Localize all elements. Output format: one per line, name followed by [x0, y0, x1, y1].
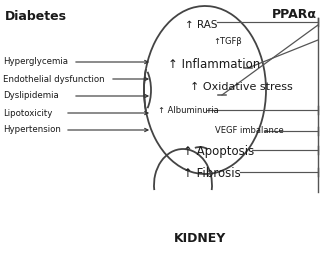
- Text: ↑ Oxidative stress: ↑ Oxidative stress: [190, 82, 293, 92]
- Text: ↑ Albuminuria: ↑ Albuminuria: [158, 106, 219, 115]
- Text: Diabetes: Diabetes: [5, 10, 67, 23]
- Text: Hyperglycemia: Hyperglycemia: [3, 58, 68, 67]
- Text: PPARα: PPARα: [272, 8, 317, 21]
- Text: ↑ RAS: ↑ RAS: [185, 20, 217, 30]
- Text: ↑ Fibrosis: ↑ Fibrosis: [183, 167, 241, 180]
- Text: ↑ Apoptosis: ↑ Apoptosis: [183, 145, 254, 158]
- Text: ↑TGFβ: ↑TGFβ: [213, 37, 242, 46]
- Text: VEGF imbalance: VEGF imbalance: [215, 126, 284, 135]
- Text: Lipotoxicity: Lipotoxicity: [3, 109, 52, 117]
- Text: KIDNEY: KIDNEY: [174, 232, 226, 245]
- Text: Endothelial dysfunction: Endothelial dysfunction: [3, 75, 105, 84]
- Text: ↑ Inflammation: ↑ Inflammation: [168, 58, 260, 71]
- Text: Hypertension: Hypertension: [3, 125, 61, 134]
- Text: Dyslipidemia: Dyslipidemia: [3, 92, 59, 101]
